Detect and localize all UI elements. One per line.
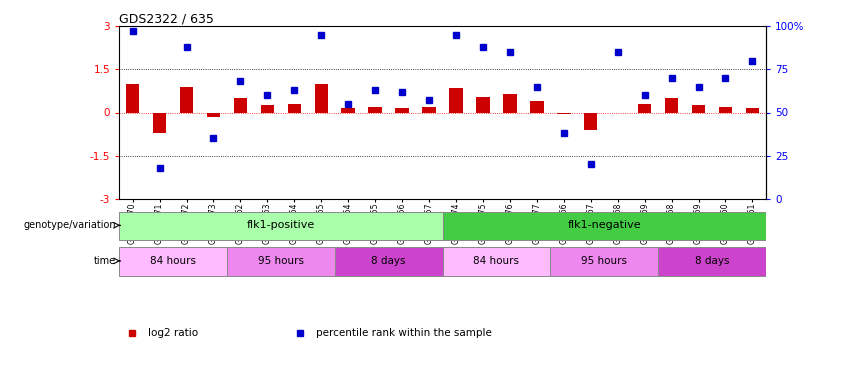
Text: percentile rank within the sample: percentile rank within the sample xyxy=(317,328,492,338)
Text: log2 ratio: log2 ratio xyxy=(148,328,198,338)
Bar xyxy=(180,87,193,112)
Text: GDS2322 / 635: GDS2322 / 635 xyxy=(119,12,214,25)
Bar xyxy=(503,94,517,112)
Bar xyxy=(315,84,328,112)
Bar xyxy=(341,108,355,112)
Bar xyxy=(153,112,166,133)
Bar xyxy=(119,247,227,276)
Bar xyxy=(745,108,759,112)
Bar xyxy=(665,98,678,112)
Bar xyxy=(368,107,382,112)
Bar xyxy=(658,247,766,276)
Text: flk1-negative: flk1-negative xyxy=(568,220,641,230)
Bar xyxy=(207,112,220,117)
Bar xyxy=(557,112,570,114)
Text: 8 days: 8 days xyxy=(371,256,406,266)
Bar xyxy=(234,98,247,112)
Bar xyxy=(719,107,732,112)
Bar xyxy=(227,247,334,276)
Bar xyxy=(449,88,463,112)
Bar xyxy=(396,108,408,112)
Bar xyxy=(288,104,301,112)
Text: 95 hours: 95 hours xyxy=(581,256,627,266)
Bar xyxy=(443,247,551,276)
Bar xyxy=(126,84,140,112)
Bar xyxy=(477,97,489,112)
Bar xyxy=(692,105,705,112)
Text: 95 hours: 95 hours xyxy=(258,256,304,266)
Text: 8 days: 8 days xyxy=(694,256,729,266)
Bar xyxy=(119,211,443,240)
Bar xyxy=(530,101,544,112)
Bar xyxy=(334,247,443,276)
Bar xyxy=(638,104,651,112)
Text: genotype/variation: genotype/variation xyxy=(23,220,116,230)
Bar xyxy=(551,247,658,276)
Text: 84 hours: 84 hours xyxy=(473,256,519,266)
Text: flk1-positive: flk1-positive xyxy=(247,220,315,230)
Bar xyxy=(422,107,436,112)
Bar xyxy=(443,211,766,240)
Bar xyxy=(260,105,274,112)
Text: time: time xyxy=(94,256,116,266)
Bar xyxy=(584,112,597,130)
Text: 84 hours: 84 hours xyxy=(150,256,196,266)
